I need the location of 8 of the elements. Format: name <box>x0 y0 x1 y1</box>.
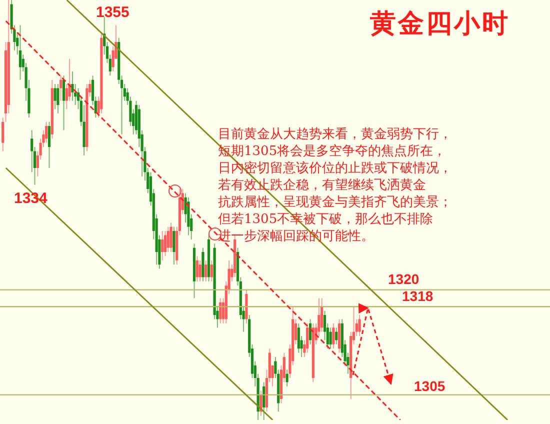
chart-title: 黄金四小时 <box>370 8 510 41</box>
annotation: 1320 <box>388 271 420 288</box>
annotation: 目前黄金从大趋势来看，黄金弱势下行， <box>218 126 452 143</box>
annotation: 1355 <box>96 4 130 21</box>
annotation: 抗跌属性，呈现黄金与美指齐飞的美景； <box>218 194 452 211</box>
annotation: 1305 <box>414 378 446 395</box>
annotation: 1318 <box>402 288 434 305</box>
annotation: 日内密切留意该价位的止跌或下破情况， <box>218 160 452 177</box>
